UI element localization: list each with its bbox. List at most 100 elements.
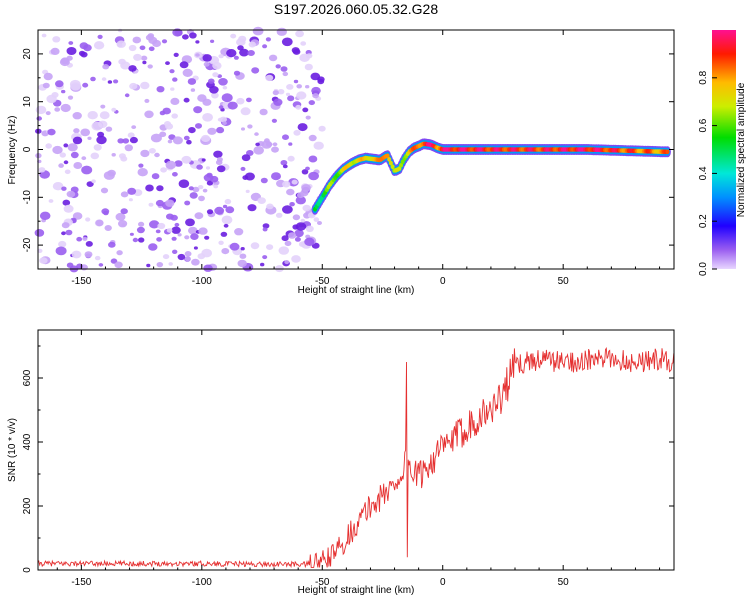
noise-blob bbox=[233, 70, 241, 76]
noise-blob bbox=[259, 108, 268, 116]
noise-blob bbox=[260, 177, 268, 184]
noise-blob bbox=[220, 231, 228, 237]
noise-blob bbox=[169, 69, 175, 74]
noise-blob bbox=[216, 157, 223, 162]
noise-blob bbox=[159, 110, 166, 116]
noise-blob bbox=[116, 250, 123, 256]
noise-blob bbox=[272, 90, 279, 96]
noise-blob bbox=[296, 91, 307, 100]
noise-blob bbox=[61, 231, 66, 236]
noise-blob bbox=[170, 214, 178, 221]
noise-blob bbox=[84, 251, 93, 258]
noise-blob bbox=[292, 214, 301, 221]
noise-blob bbox=[275, 64, 281, 69]
noise-blob bbox=[194, 212, 204, 220]
noise-blob bbox=[198, 227, 208, 235]
noise-blob bbox=[264, 138, 270, 143]
noise-blob bbox=[72, 212, 83, 220]
noise-blob bbox=[61, 89, 66, 94]
noise-blob bbox=[58, 240, 67, 248]
noise-blob bbox=[183, 135, 190, 141]
noise-blob bbox=[102, 63, 110, 70]
noise-blob bbox=[156, 185, 164, 192]
noise-blob bbox=[156, 262, 164, 268]
noise-blob bbox=[145, 34, 154, 41]
noise-blob bbox=[155, 199, 164, 207]
noise-blob bbox=[136, 226, 145, 234]
noise-blob bbox=[171, 236, 177, 241]
noise-blob bbox=[287, 155, 295, 162]
snr-ylabel: SNR (10 * v/v) bbox=[7, 418, 18, 482]
noise-blob bbox=[216, 165, 226, 173]
colorbar-gradient bbox=[712, 30, 736, 269]
noise-blob bbox=[127, 132, 135, 138]
figure-title: S197.2026.060.05.32.G28 bbox=[274, 1, 438, 17]
noise-blob bbox=[241, 154, 251, 162]
noise-blob bbox=[94, 255, 101, 261]
noise-blob bbox=[83, 44, 92, 52]
noise-blob bbox=[193, 246, 198, 250]
noise-blob bbox=[281, 235, 289, 242]
noise-blob bbox=[115, 212, 126, 221]
noise-blob bbox=[197, 253, 206, 260]
noise-blob bbox=[59, 58, 70, 67]
noise-blob bbox=[291, 47, 300, 54]
noise-blob bbox=[129, 232, 134, 236]
noise-blob bbox=[306, 53, 313, 59]
noise-blob bbox=[237, 45, 244, 51]
noise-blob bbox=[318, 125, 326, 132]
spectrogram-xtick-label: 0 bbox=[440, 276, 446, 287]
noise-blob bbox=[61, 222, 70, 229]
noise-blob bbox=[248, 41, 256, 48]
snr-ytick-label: 0 bbox=[22, 567, 33, 573]
noise-blob bbox=[304, 237, 315, 246]
noise-blob bbox=[305, 85, 310, 89]
noise-blob bbox=[295, 104, 302, 110]
noise-blob bbox=[286, 188, 295, 196]
noise-blob bbox=[183, 97, 190, 103]
noise-blob bbox=[146, 263, 151, 268]
noise-blob bbox=[113, 79, 119, 84]
noise-blob bbox=[172, 249, 178, 254]
noise-blob bbox=[128, 198, 133, 202]
noise-blob bbox=[288, 142, 293, 146]
noise-blob bbox=[247, 50, 255, 56]
noise-blob bbox=[166, 228, 173, 233]
noise-blob bbox=[284, 260, 290, 265]
noise-blob bbox=[90, 152, 100, 160]
noise-blob bbox=[138, 237, 145, 243]
noise-blob bbox=[73, 162, 83, 169]
noise-blob bbox=[275, 212, 283, 218]
noise-blob bbox=[294, 229, 304, 238]
noise-blob bbox=[52, 36, 61, 43]
spectrogram-noise-field bbox=[34, 26, 326, 273]
noise-blob bbox=[61, 186, 67, 191]
noise-blob bbox=[147, 64, 153, 69]
noise-blob bbox=[189, 192, 198, 199]
noise-blob bbox=[128, 65, 137, 72]
noise-blob bbox=[272, 142, 278, 147]
trace-core bbox=[385, 153, 390, 159]
noise-blob bbox=[43, 72, 53, 81]
noise-blob bbox=[67, 95, 74, 100]
noise-blob bbox=[140, 81, 150, 90]
noise-blob bbox=[312, 93, 319, 99]
noise-blob bbox=[218, 78, 228, 86]
noise-blob bbox=[108, 241, 116, 248]
noise-blob bbox=[212, 72, 219, 78]
noise-blob bbox=[291, 179, 298, 185]
noise-blob bbox=[224, 198, 232, 205]
noise-blob bbox=[129, 136, 138, 144]
noise-blob bbox=[234, 228, 244, 236]
noise-blob bbox=[63, 143, 69, 148]
noise-blob bbox=[71, 250, 82, 259]
noise-blob bbox=[225, 206, 235, 214]
snr-frame bbox=[37, 329, 675, 571]
noise-blob bbox=[311, 86, 321, 95]
noise-blob bbox=[118, 153, 126, 159]
noise-blob bbox=[216, 126, 225, 134]
noise-blob bbox=[80, 51, 88, 58]
trace-core bbox=[399, 163, 404, 168]
noise-blob bbox=[236, 97, 245, 105]
